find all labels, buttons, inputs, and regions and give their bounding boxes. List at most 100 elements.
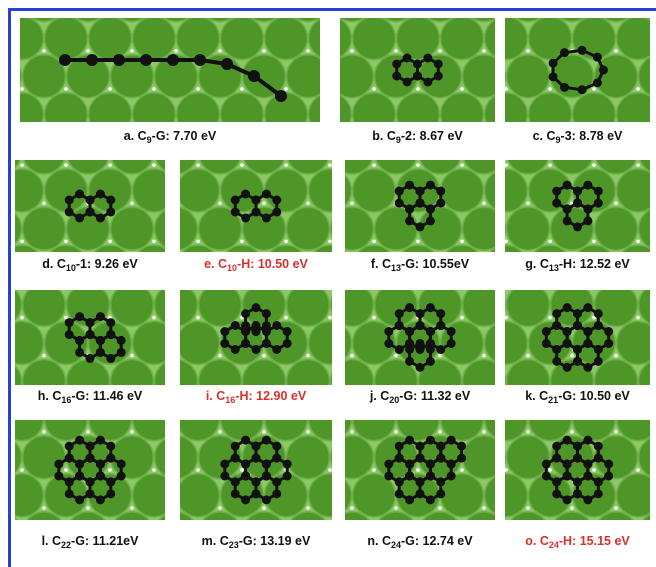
- caption-suffix: -G: 7.70 eV: [152, 129, 217, 143]
- panel-caption: b. C9-2: 8.67 eV: [372, 129, 463, 145]
- caption-subscript: 10: [66, 263, 76, 273]
- atom: [583, 180, 593, 190]
- atom: [116, 459, 126, 469]
- caption-suffix: -3: 8.78 eV: [561, 129, 624, 143]
- substrate: [505, 290, 650, 385]
- atom: [241, 459, 251, 469]
- atom: [95, 335, 105, 345]
- atom: [562, 471, 572, 481]
- atom: [241, 309, 251, 319]
- atom: [552, 356, 562, 366]
- panel-caption: m. C23-G: 13.19 eV: [202, 534, 311, 550]
- atom: [85, 329, 95, 339]
- atom: [583, 459, 593, 469]
- atom: [573, 309, 582, 319]
- atom: [241, 495, 251, 505]
- atom: [394, 309, 404, 319]
- atom: [64, 453, 74, 463]
- atom: [241, 339, 251, 348]
- atom: [116, 471, 126, 481]
- caption-suffix: -1: 9.26 eV: [76, 257, 139, 271]
- substrate: [15, 420, 165, 520]
- atom: [573, 441, 582, 451]
- atom: [457, 453, 467, 463]
- atom: [425, 327, 435, 336]
- atom: [413, 59, 422, 69]
- atom: [251, 303, 261, 313]
- panel-caption: i. C16-H: 12.90 eV: [206, 389, 307, 405]
- atom: [541, 471, 551, 481]
- atom: [230, 195, 240, 205]
- atom: [436, 186, 446, 196]
- atom: [85, 318, 95, 328]
- atom: [95, 435, 105, 445]
- atom: [604, 327, 614, 336]
- atom: [552, 441, 562, 451]
- atom: [583, 362, 593, 372]
- atom: [402, 77, 412, 87]
- atom: [405, 356, 415, 366]
- atom: [75, 471, 85, 481]
- atom: [405, 435, 415, 445]
- atom: [95, 213, 105, 223]
- panel: b. C9-2: 8.67 eV: [340, 18, 495, 145]
- atom: [75, 312, 85, 322]
- atom: [562, 338, 572, 348]
- frame-left: [8, 8, 11, 567]
- atom: [446, 471, 456, 481]
- atom: [64, 318, 74, 328]
- caption-subscript: 16: [61, 395, 71, 405]
- atom: [446, 327, 456, 336]
- caption-prefix: h. C: [38, 389, 62, 403]
- atom: [405, 303, 415, 313]
- atom: [140, 54, 152, 66]
- atom: [272, 477, 282, 487]
- atom: [59, 54, 71, 66]
- atom: [562, 204, 572, 214]
- atom: [573, 356, 582, 366]
- atom: [394, 321, 404, 330]
- panel-caption: l. C22-G: 11.21eV: [42, 534, 140, 550]
- atom: [593, 344, 603, 354]
- atom: [593, 321, 603, 330]
- atom: [54, 459, 64, 469]
- atom: [433, 59, 443, 69]
- atom: [230, 207, 240, 217]
- panel-caption: n. C24-G: 12.74 eV: [367, 534, 473, 550]
- panel: e. C10-H: 10.50 eV: [180, 160, 332, 273]
- atom: [425, 204, 435, 214]
- atom: [261, 309, 271, 319]
- atom: [436, 309, 446, 319]
- caption-suffix: -H: 12.52 eV: [559, 257, 631, 271]
- atom: [415, 441, 425, 451]
- atom: [593, 453, 603, 463]
- atom: [394, 453, 404, 463]
- caption-suffix: -G: 10.50 eV: [558, 389, 630, 403]
- atom: [599, 65, 608, 75]
- frame-top: [8, 8, 656, 11]
- caption-prefix: i. C: [206, 389, 225, 403]
- atom: [593, 489, 603, 499]
- atom: [405, 204, 415, 214]
- atom: [592, 78, 602, 88]
- atom: [552, 198, 562, 208]
- atom: [415, 453, 425, 463]
- panel-caption: g. C13-H: 12.52 eV: [525, 257, 630, 273]
- atom: [64, 441, 74, 451]
- atom: [95, 312, 105, 322]
- atom: [75, 189, 85, 199]
- atom: [384, 459, 394, 469]
- atom: [541, 459, 551, 469]
- atom: [95, 495, 105, 505]
- atom: [75, 335, 85, 345]
- atom: [106, 477, 116, 487]
- atom: [95, 347, 105, 357]
- atom: [85, 195, 95, 205]
- panel-caption: o. C24-H: 15.15 eV: [525, 534, 630, 550]
- atom: [415, 489, 425, 499]
- atom: [415, 338, 425, 348]
- atom: [415, 222, 425, 232]
- panel: o. C24-H: 15.15 eV: [505, 420, 650, 550]
- substrate: [180, 420, 332, 520]
